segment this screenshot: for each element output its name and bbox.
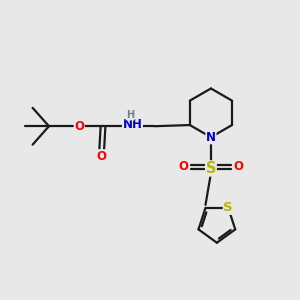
Text: O: O	[97, 150, 106, 163]
Text: S: S	[224, 201, 233, 214]
Text: NH: NH	[122, 118, 142, 131]
Text: O: O	[178, 160, 188, 173]
Text: O: O	[74, 120, 84, 133]
Text: O: O	[234, 160, 244, 173]
Text: H: H	[126, 110, 134, 120]
Text: N: N	[206, 131, 216, 144]
Text: S: S	[206, 161, 216, 176]
